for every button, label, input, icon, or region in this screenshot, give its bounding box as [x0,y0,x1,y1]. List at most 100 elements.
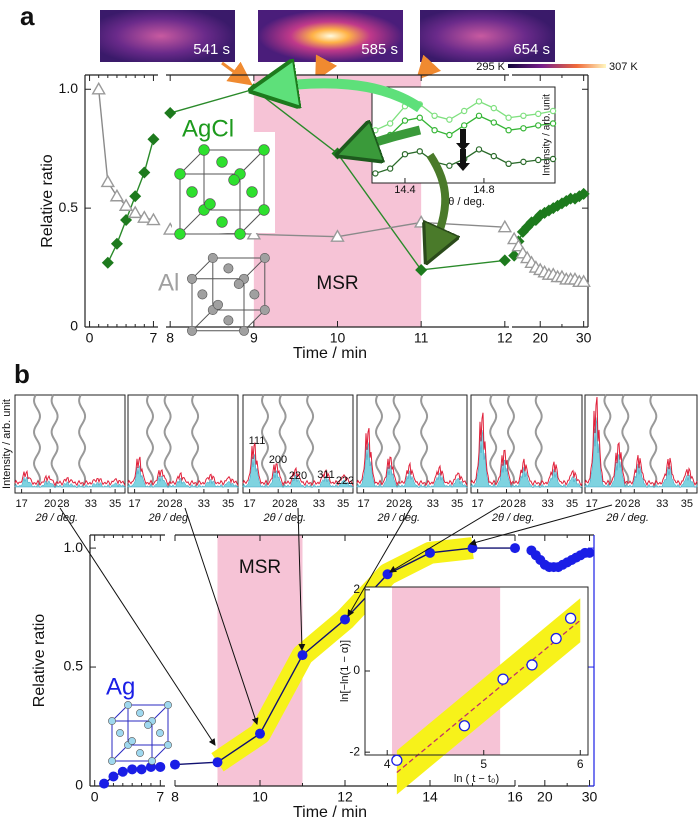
shift-arrow [456,129,470,151]
axis-break [261,394,270,488]
axis-break [306,394,315,488]
axis-break [603,394,612,488]
data-point [526,659,538,671]
x-tick-label: 35 [566,498,578,510]
marker [297,650,308,661]
structure-atom [246,186,258,198]
spectrum-point [475,112,483,120]
structure-atom [207,253,218,263]
y-axis-label: Intensity / arb. unit [1,399,13,489]
marker [108,771,119,782]
xrd-fit [127,464,239,490]
marker [155,761,166,772]
structure-atom [259,305,270,315]
xrd-spectrum [356,427,468,487]
x-tick-label: 14.8 [473,184,494,196]
x-tick-label: 28 [514,498,526,510]
axis-break [534,394,543,488]
spectrum-point [490,152,498,160]
structure-atom [198,144,210,156]
structure-atom [187,325,197,336]
x-tick-label: 28 [399,498,411,510]
marker [127,205,143,219]
structure-atom [223,263,234,274]
marker [340,614,350,625]
x-tick-label: 28 [628,498,640,510]
x-tick-label: 35 [337,498,349,510]
link-arrow [347,505,413,617]
peak-label: 111 [249,435,266,447]
x-tick-label: 17 [15,498,27,510]
link-arrow [389,505,501,573]
spectrum-point [446,116,453,123]
x-tick-label: 9 [250,330,258,346]
marker [101,256,114,269]
axis-break [621,394,630,488]
spectrum-point [535,156,542,164]
x-tick-label: 8 [166,330,174,346]
x-tick-label: 5 [480,757,487,771]
x-axis-label: 2θ / deg. [376,512,420,524]
x-tick-label: 6 [577,757,584,771]
x-tick-label: 33 [85,498,97,510]
structure-atom [148,757,156,765]
x-tick-label: 7 [156,789,164,805]
marker [497,219,513,233]
msr-label: MSR [239,557,281,578]
x-tick-label: 33 [656,498,668,510]
spectrum-point [475,98,483,105]
structure-atom [164,701,172,709]
marker [170,759,180,770]
shift-arrow [456,149,470,171]
y-axis-label: Relative ratio [31,614,48,707]
structure-atom [108,717,116,725]
spectrum-point [505,114,512,121]
x-tick-label: 17 [357,498,369,510]
x-tick-label: 30 [582,789,598,805]
y-axis-label: Relative ratio [39,154,56,247]
spectrum-point [505,126,512,134]
xrd-fit [356,442,468,490]
structure-atom [249,289,260,300]
marker [425,547,435,558]
marker [147,133,160,146]
x-tick-label: 20 [615,498,627,510]
series-name: Ag [106,673,135,700]
y-tick-label: 0 [70,318,78,334]
thermal-image [420,10,555,62]
x-axis-label: 2θ / deg. [442,196,485,208]
colorbar-label: 295 K [476,61,505,73]
y-tick-label: 2 [353,582,360,596]
spectrum-point [490,104,498,112]
x-tick-label: 20 [500,498,512,510]
marker [330,229,345,242]
spectrum-point [460,122,468,129]
spectrum-point [372,170,379,177]
x-tick-label: 33 [427,498,439,510]
x-axis-label: 2θ / deg. [605,512,649,524]
marker [510,543,520,554]
x-tick-label: 20 [272,498,284,510]
x-tick-label: 33 [541,498,553,510]
marker [577,187,590,200]
structure-atom [136,749,144,757]
spectrum-point [505,160,512,167]
structure-atom [233,279,244,289]
spectrum-point [401,117,409,124]
structure-atom [216,156,228,168]
x-tick-label: 8 [171,789,179,805]
marker [382,569,393,580]
structure-atom [258,204,270,216]
spectrum-point [520,112,527,120]
axis-break [420,394,429,488]
structure-atom [258,144,270,156]
x-tick-label: 10 [252,789,268,805]
structure-atom [124,701,132,709]
spectrum-point [386,165,394,172]
y-axis-label: Intensity / arb. unit [542,94,553,176]
axis-break [375,394,384,488]
structure-atom [213,299,223,310]
spectrum-point [549,155,557,163]
marker [99,778,110,789]
